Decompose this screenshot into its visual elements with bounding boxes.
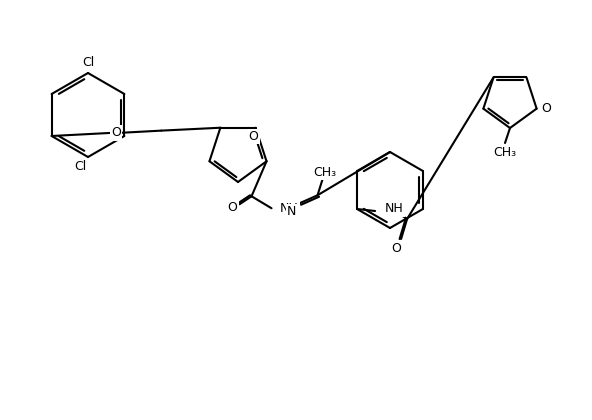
Text: NH: NH [385,202,404,215]
Text: Cl: Cl [74,160,86,173]
Text: CH₃: CH₃ [313,166,336,179]
Text: Cl: Cl [82,57,94,69]
Text: O: O [111,126,121,139]
Text: NH: NH [279,202,298,215]
Text: O: O [227,201,237,214]
Text: O: O [391,241,401,255]
Text: O: O [249,130,259,143]
Text: CH₃: CH₃ [494,147,517,160]
Text: N: N [287,205,296,218]
Text: O: O [542,102,552,115]
